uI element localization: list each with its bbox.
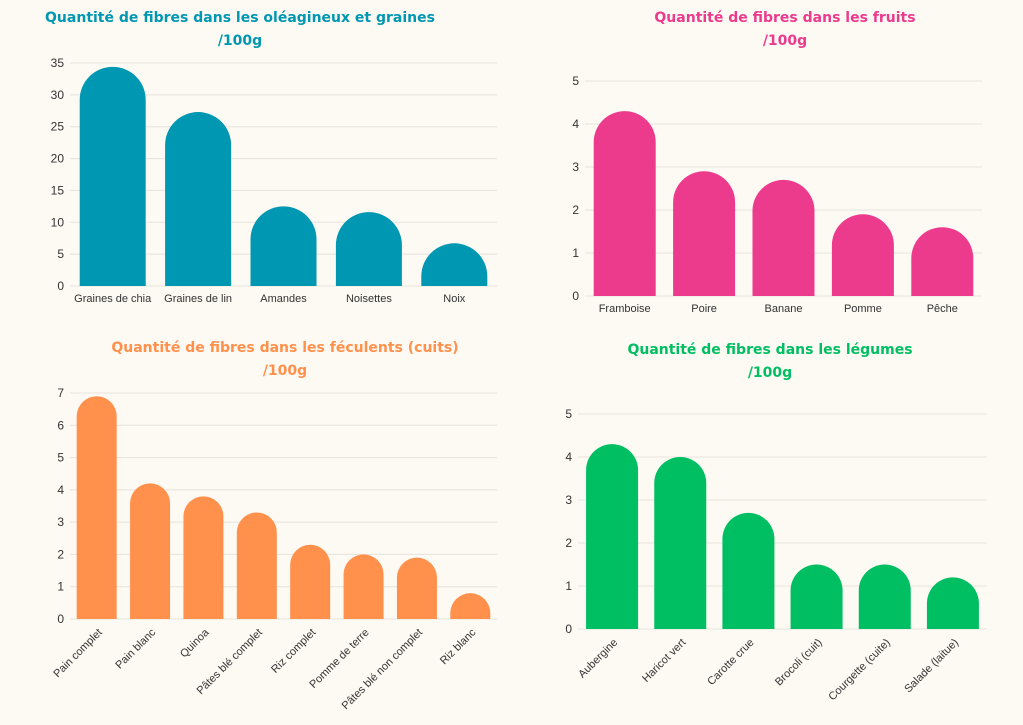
bar bbox=[165, 112, 232, 287]
bar bbox=[421, 243, 488, 286]
x-tick-label: Carotte crue bbox=[705, 637, 756, 688]
y-tick-label: 5 bbox=[572, 74, 579, 88]
chart-title: Quantité de fibres dans les légumes bbox=[627, 342, 912, 358]
bar bbox=[396, 557, 437, 619]
x-tick-label: Quinoa bbox=[178, 626, 212, 660]
chart-title: Quantité de fibres dans les oléagineux e… bbox=[45, 10, 435, 26]
y-tick-label: 3 bbox=[572, 160, 579, 174]
x-tick-label: Graines de chia bbox=[74, 293, 152, 305]
bar bbox=[79, 66, 146, 286]
y-tick-label: 4 bbox=[572, 117, 579, 131]
y-tick-label: 1 bbox=[57, 580, 64, 594]
bar bbox=[654, 457, 707, 629]
x-tick-label: Riz blanc bbox=[438, 626, 479, 667]
y-tick-label: 0 bbox=[57, 279, 64, 293]
bar bbox=[790, 564, 843, 629]
bar bbox=[343, 554, 384, 619]
bar bbox=[290, 544, 331, 619]
x-tick-label: Noix bbox=[443, 293, 466, 305]
y-tick-label: 4 bbox=[57, 483, 64, 497]
chart-title: /100g bbox=[763, 33, 807, 49]
y-tick-label: 5 bbox=[57, 247, 64, 261]
y-tick-label: 0 bbox=[572, 289, 579, 303]
x-tick-label: Pêche bbox=[927, 303, 958, 315]
chart-title: Quantité de fibres dans les fruits bbox=[654, 10, 915, 26]
x-tick-label: Haricot vert bbox=[640, 637, 688, 685]
x-tick-label: Riz complet bbox=[269, 627, 318, 676]
bar bbox=[335, 212, 402, 286]
y-tick-label: 2 bbox=[572, 203, 579, 217]
chart-title: /100g bbox=[748, 365, 792, 381]
bar bbox=[752, 179, 815, 296]
y-tick-label: 10 bbox=[51, 215, 65, 229]
y-tick-label: 3 bbox=[565, 493, 572, 507]
chart-title: /100g bbox=[263, 363, 307, 379]
bar bbox=[831, 214, 894, 296]
y-tick-label: 1 bbox=[565, 579, 572, 593]
y-tick-label: 2 bbox=[57, 547, 64, 561]
y-tick-label: 3 bbox=[57, 515, 64, 529]
y-tick-label: 6 bbox=[57, 418, 64, 432]
bar bbox=[586, 444, 639, 629]
bar bbox=[450, 593, 491, 619]
y-tick-label: 7 bbox=[57, 386, 64, 400]
y-tick-label: 35 bbox=[51, 56, 65, 70]
x-tick-label: Pain blanc bbox=[113, 626, 158, 671]
y-tick-label: 20 bbox=[51, 152, 65, 166]
x-tick-label: Courgette (cuite) bbox=[826, 637, 892, 703]
y-tick-label: 1 bbox=[572, 246, 579, 260]
bar bbox=[236, 512, 277, 619]
x-tick-label: Aubergine bbox=[576, 637, 620, 681]
bar bbox=[858, 564, 911, 629]
bar bbox=[722, 512, 775, 629]
x-tick-label: Pain complet bbox=[51, 627, 104, 680]
y-tick-label: 5 bbox=[57, 451, 64, 465]
y-tick-label: 25 bbox=[51, 120, 65, 134]
chart-title: Quantité de fibres dans les féculents (c… bbox=[111, 340, 458, 356]
chart-2: Quantité de fibres dans les fruits/100g 0… bbox=[572, 10, 982, 315]
y-tick-label: 2 bbox=[565, 536, 572, 550]
x-tick-label: Pomme bbox=[844, 303, 882, 315]
bar bbox=[183, 496, 224, 619]
bar bbox=[130, 483, 171, 619]
bar bbox=[76, 396, 117, 619]
x-tick-label: Framboise bbox=[599, 303, 651, 315]
bar bbox=[250, 206, 317, 286]
x-tick-label: Brocoli (cuit) bbox=[773, 637, 825, 689]
chart-3: Quantité de fibres dans les féculents (c… bbox=[51, 340, 497, 712]
x-tick-label: Amandes bbox=[260, 293, 307, 305]
y-tick-label: 30 bbox=[51, 88, 65, 102]
y-tick-label: 4 bbox=[565, 450, 572, 464]
y-tick-label: 0 bbox=[57, 612, 64, 626]
chart-4: Quantité de fibres dans les légumes/100g… bbox=[565, 342, 987, 703]
bar bbox=[911, 227, 974, 296]
x-tick-label: Banane bbox=[765, 303, 803, 315]
bar bbox=[593, 111, 656, 296]
x-tick-label: Graines de lin bbox=[164, 293, 232, 305]
y-tick-label: 15 bbox=[51, 183, 65, 197]
chart-1: Quantité de fibres dans les oléagineux e… bbox=[45, 10, 497, 305]
x-tick-label: Poire bbox=[691, 303, 717, 315]
y-tick-label: 5 bbox=[565, 407, 572, 421]
chart-title: /100g bbox=[218, 33, 262, 49]
x-tick-label: Noisettes bbox=[346, 293, 392, 305]
bar bbox=[926, 577, 979, 629]
bar bbox=[673, 171, 736, 296]
y-tick-label: 0 bbox=[565, 622, 572, 636]
x-tick-label: Salade (laitue) bbox=[902, 637, 961, 696]
